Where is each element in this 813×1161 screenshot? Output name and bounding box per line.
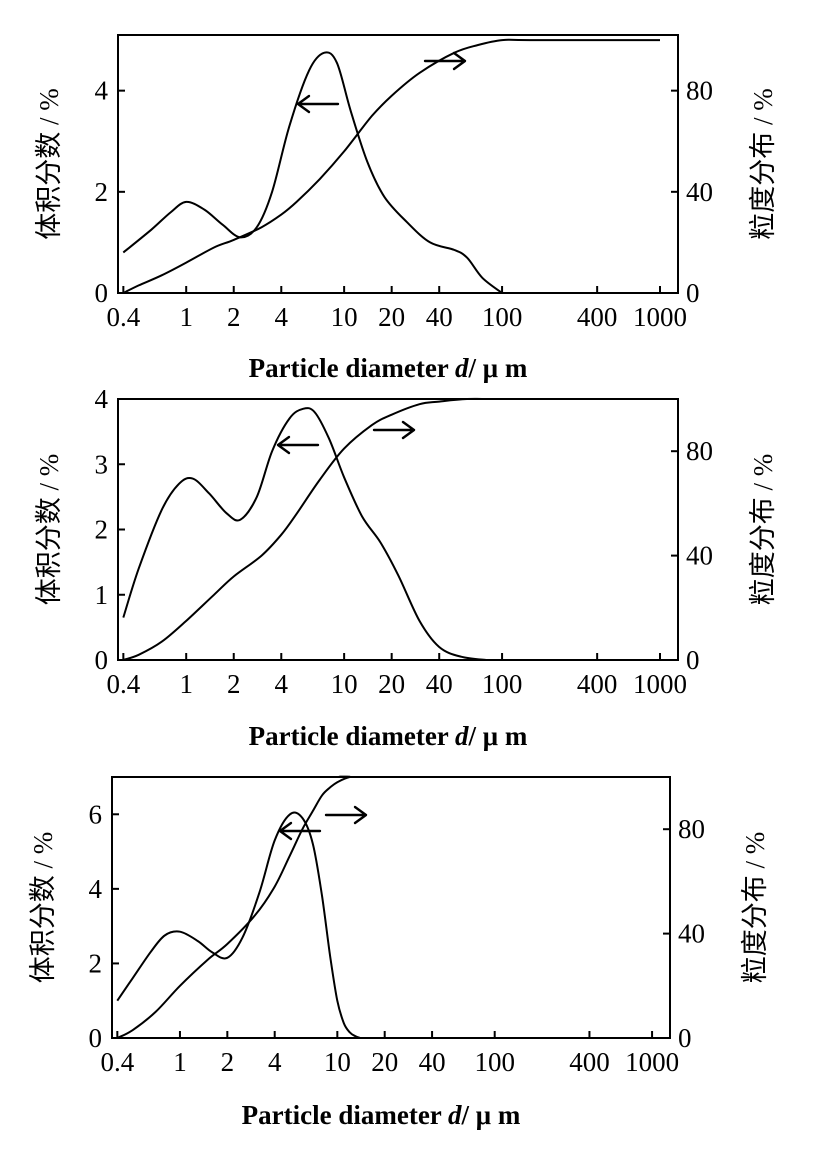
y-right-tick-label: 80: [678, 814, 705, 844]
x-axis-title: Particle diameter d/ μ m: [249, 721, 528, 751]
x-axis-title: Particle diameter d/ μ m: [242, 1100, 521, 1130]
x-tick-label: 0.4: [106, 669, 140, 699]
y-left-tick-label: 6: [89, 799, 103, 829]
left-axis-arrow: [278, 821, 322, 841]
right-axis-arrow: [423, 51, 467, 71]
x-tick-label: 10: [331, 302, 358, 332]
y-left-axis-title: 体积分数 / %: [34, 88, 64, 240]
y-left-tick-label: 4: [89, 874, 103, 904]
x-axis-title: Particle diameter d/ μ m: [249, 353, 528, 383]
left-axis-arrow: [276, 435, 320, 455]
y-left-tick-label: 0: [95, 278, 109, 308]
y-right-axis-title: 粒度分布 / %: [748, 454, 778, 606]
volume-fraction-curve: [116, 811, 361, 1039]
x-tick-label: 4: [275, 669, 289, 699]
y-right-tick-label: 40: [686, 541, 713, 571]
x-tick-label: 1: [179, 669, 193, 699]
y-left-tick-label: 4: [95, 76, 109, 106]
x-tick-label: 100: [482, 302, 523, 332]
x-tick-label: 40: [426, 669, 453, 699]
x-tick-label: 20: [378, 669, 405, 699]
x-axis-title-unit: / μ m: [461, 1100, 521, 1130]
y-right-tick-label: 40: [686, 177, 713, 207]
x-tick-label: 2: [227, 302, 241, 332]
x-tick-label: 4: [275, 302, 289, 332]
x-axis-title-symbol: d: [455, 721, 469, 751]
x-tick-label: 4: [268, 1047, 282, 1077]
x-axis-title-text: Particle diameter: [249, 353, 455, 383]
y-left-tick-label: 0: [89, 1023, 103, 1053]
x-tick-label: 400: [569, 1047, 610, 1077]
x-axis-title-unit: / μ m: [468, 721, 528, 751]
x-tick-label: 1: [179, 302, 193, 332]
y-left-tick-label: 2: [95, 515, 109, 545]
y-right-tick-label: 0: [678, 1023, 692, 1053]
x-tick-label: 10: [324, 1047, 351, 1077]
right-axis-arrow: [372, 420, 416, 440]
x-axis-title-symbol: d: [448, 1100, 462, 1130]
y-left-axis-title: 体积分数 / %: [34, 454, 64, 606]
x-tick-label: 20: [378, 302, 405, 332]
cumulative-distribution-curve: [116, 775, 653, 1039]
cumulative-distribution-curve: [122, 397, 660, 661]
x-tick-label: 100: [474, 1047, 515, 1077]
x-tick-label: 400: [577, 302, 618, 332]
y-left-axis-title: 体积分数 / %: [28, 832, 58, 984]
y-right-axis-title: 粒度分布 / %: [740, 832, 770, 984]
x-tick-label: 1000: [633, 669, 687, 699]
y-left-tick-label: 3: [95, 449, 109, 479]
x-tick-label: 1: [173, 1047, 187, 1077]
x-tick-label: 10: [331, 669, 358, 699]
y-right-tick-label: 40: [678, 919, 705, 949]
y-left-tick-label: 2: [95, 177, 109, 207]
x-tick-label: 1000: [625, 1047, 679, 1077]
y-left-tick-label: 1: [95, 580, 109, 610]
right-axis-arrow: [324, 805, 368, 825]
plot-frame: [117, 398, 679, 661]
cumulative-distribution-curve: [122, 38, 660, 294]
x-tick-label: 400: [577, 669, 618, 699]
y-right-axis-title: 粒度分布 / %: [748, 88, 778, 240]
x-axis-title-symbol: d: [455, 353, 469, 383]
x-tick-label: 2: [227, 669, 241, 699]
volume-fraction-curve: [122, 407, 487, 661]
y-left-tick-label: 0: [95, 645, 109, 675]
y-right-tick-label: 80: [686, 436, 713, 466]
x-tick-label: 2: [221, 1047, 235, 1077]
x-tick-label: 0.4: [106, 302, 140, 332]
x-axis-title-text: Particle diameter: [249, 721, 455, 751]
x-axis-title-unit: / μ m: [468, 353, 528, 383]
plot-frame: [117, 34, 679, 294]
y-right-tick-label: 0: [686, 278, 700, 308]
y-left-tick-label: 2: [89, 948, 103, 978]
x-tick-label: 40: [426, 302, 453, 332]
x-tick-label: 20: [371, 1047, 398, 1077]
y-right-tick-label: 80: [686, 76, 713, 106]
left-axis-arrow: [296, 94, 340, 114]
y-right-tick-label: 0: [686, 645, 700, 675]
x-tick-label: 0.4: [100, 1047, 134, 1077]
x-tick-label: 100: [482, 669, 523, 699]
volume-fraction-curve: [122, 51, 503, 294]
plot-frame: [111, 776, 671, 1039]
y-left-tick-label: 4: [95, 384, 109, 414]
x-axis-title-text: Particle diameter: [242, 1100, 448, 1130]
x-tick-label: 1000: [633, 302, 687, 332]
x-tick-label: 40: [419, 1047, 446, 1077]
